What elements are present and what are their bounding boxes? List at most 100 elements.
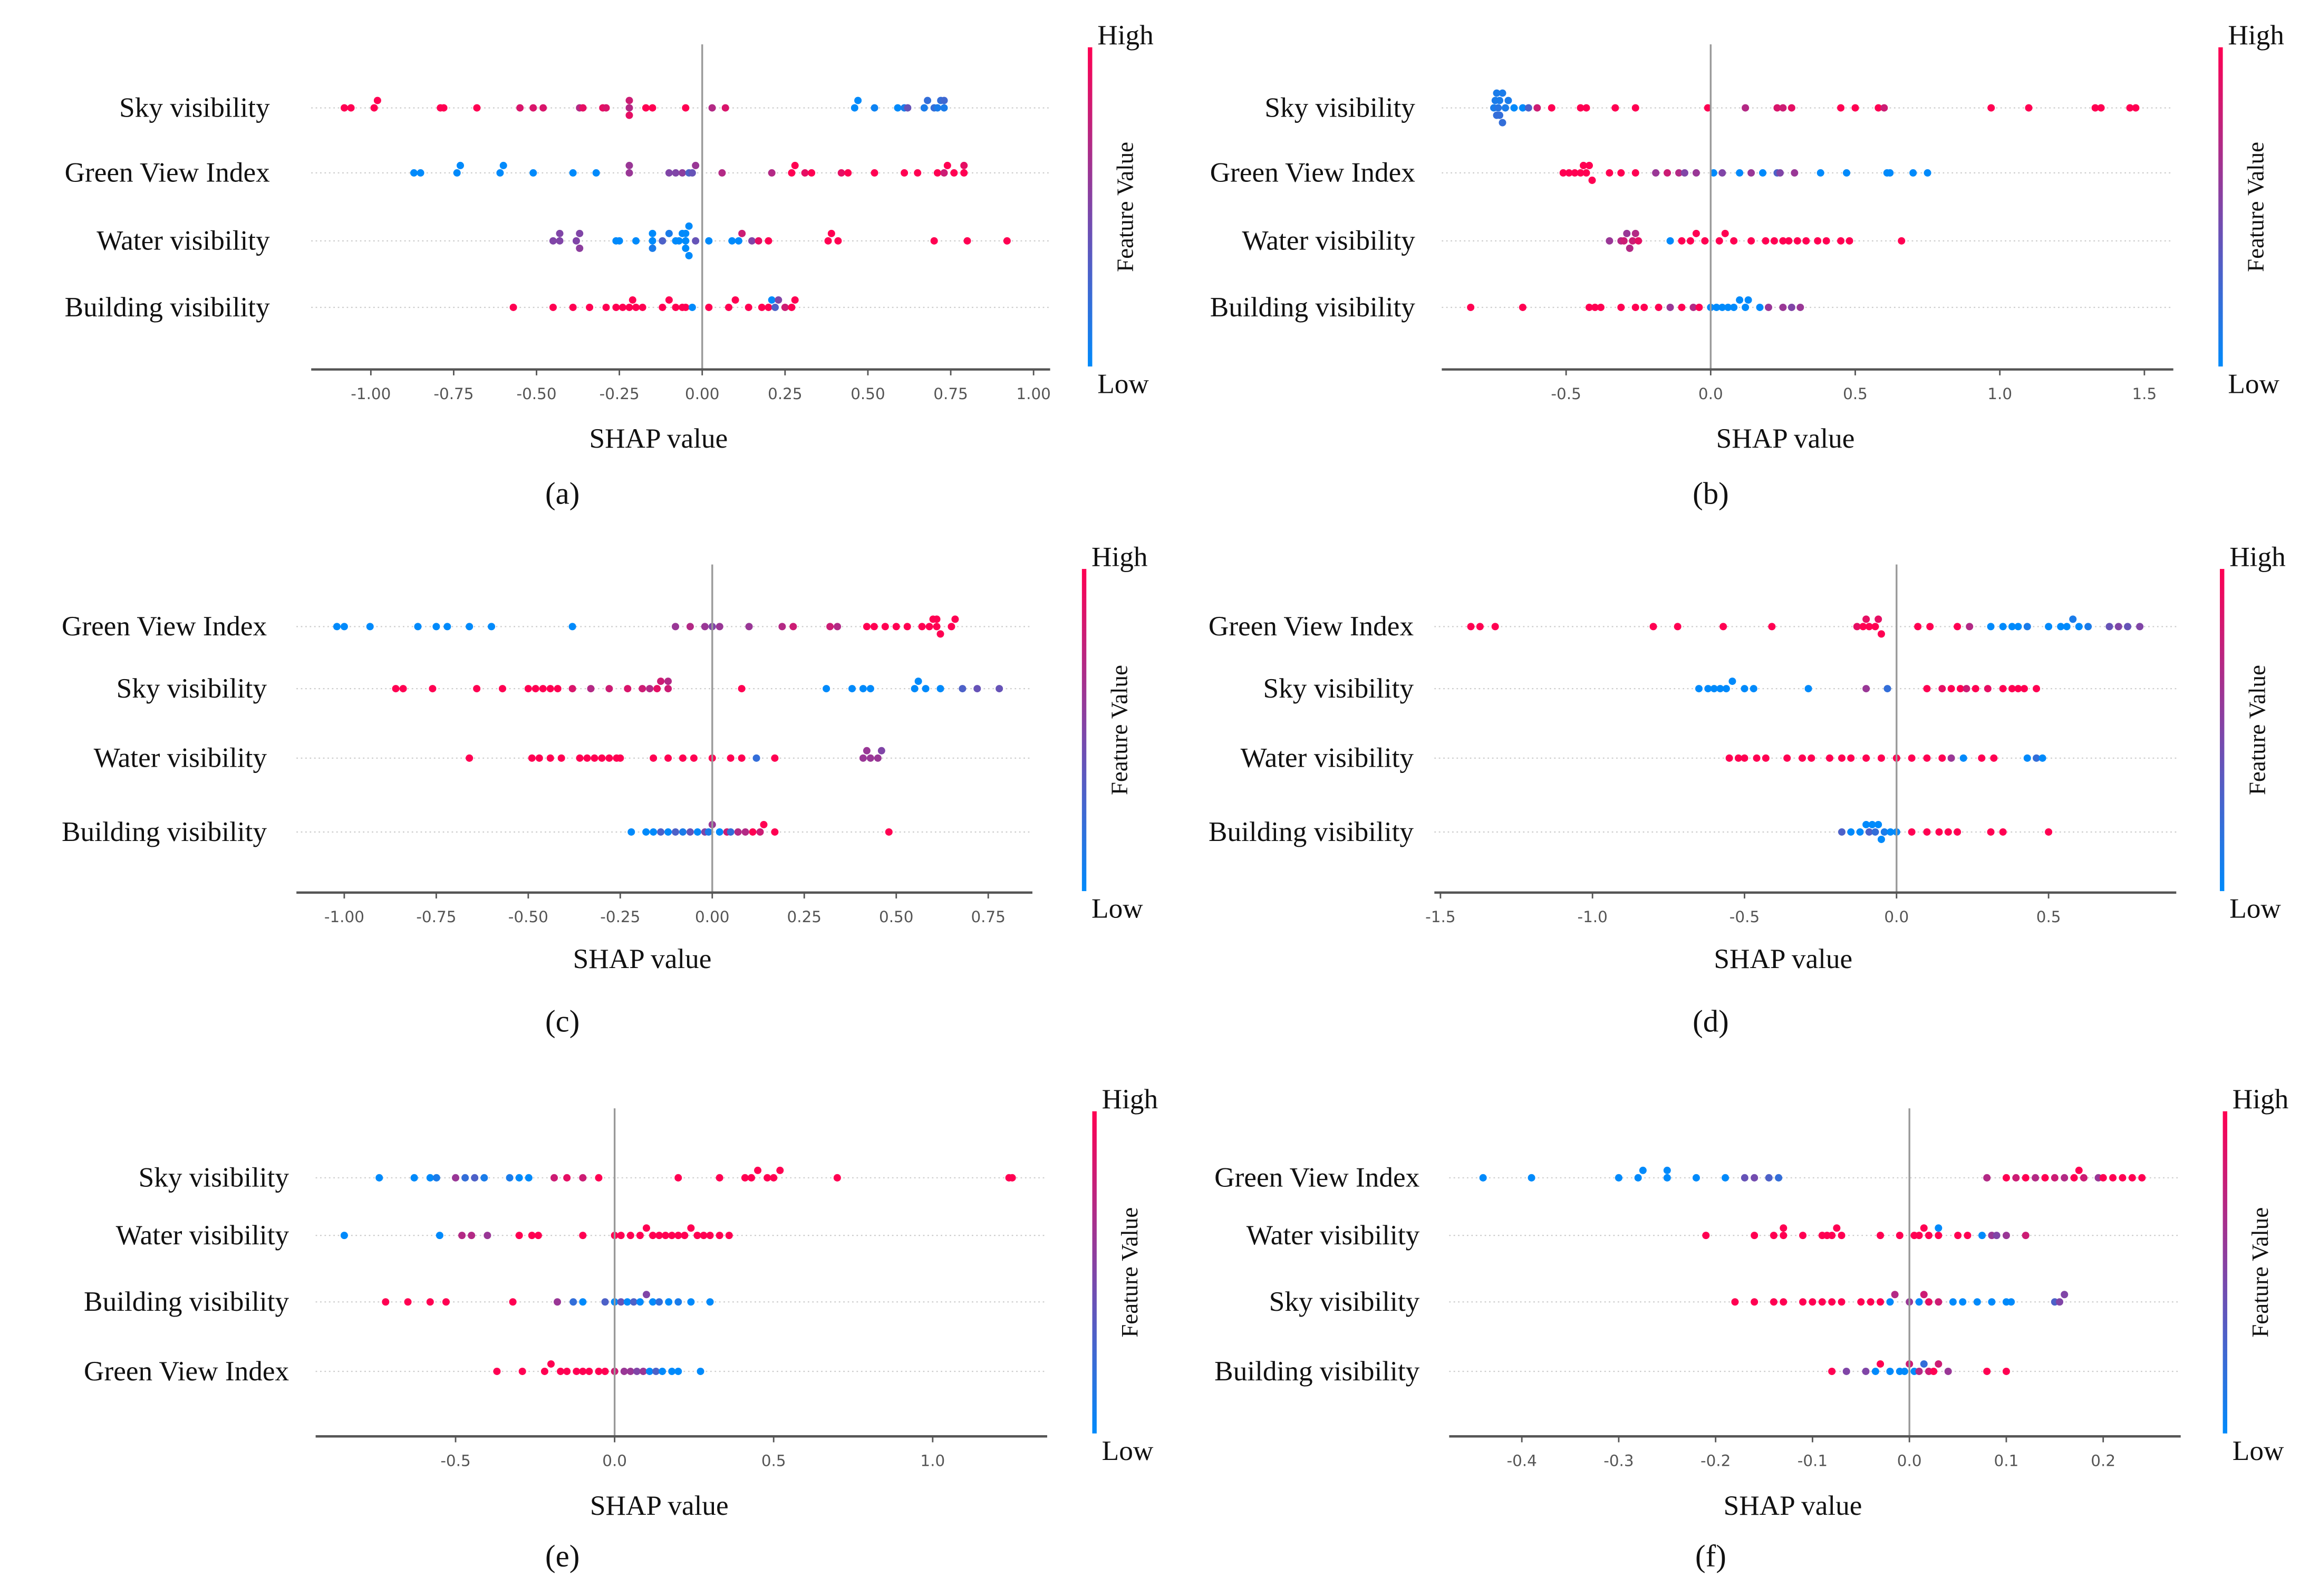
shap-point	[682, 104, 690, 112]
shap-point	[2002, 1232, 2010, 1240]
shap-point	[2138, 1174, 2146, 1182]
x-tick-label: 0.75	[933, 385, 968, 403]
shap-point	[471, 1174, 479, 1182]
shap-point	[1476, 623, 1484, 631]
colorbar-title: Feature Value	[1116, 1207, 1143, 1338]
shap-point	[426, 1174, 434, 1182]
shap-point	[1935, 828, 1943, 836]
shap-point	[1731, 1298, 1739, 1306]
feature-label: Green View Index	[65, 157, 270, 188]
x-tick-label: 0.0	[602, 1452, 627, 1469]
colorbar-high-label: High	[2233, 1084, 2289, 1115]
shap-point	[1973, 1298, 1981, 1306]
shap-point	[679, 828, 687, 836]
shap-point	[1987, 623, 1995, 631]
shap-point	[1785, 237, 1793, 245]
shap-point	[866, 754, 874, 762]
shap-point	[881, 623, 889, 631]
shap-point	[1730, 303, 1738, 311]
shap-point	[473, 104, 481, 112]
shap-point	[2114, 623, 2122, 631]
shap-point	[585, 1367, 593, 1375]
shap-point	[1780, 1224, 1787, 1232]
shap-point	[1898, 237, 1906, 245]
shap-point	[1715, 237, 1723, 245]
shap-point	[1588, 176, 1596, 184]
shap-point	[1741, 1174, 1748, 1182]
shap-point	[1775, 1174, 1783, 1182]
shap-point	[373, 96, 381, 104]
shap-point	[1909, 169, 1917, 177]
shap-point	[1751, 1298, 1758, 1306]
shap-point	[1623, 229, 1631, 237]
shap-point	[456, 161, 465, 169]
shap-point	[674, 1367, 682, 1375]
shap-point	[473, 685, 481, 693]
shap-point	[649, 104, 656, 112]
shap-point	[1959, 754, 1967, 762]
shap-point	[664, 828, 672, 836]
shap-point	[1695, 303, 1703, 311]
shap-point	[1883, 685, 1891, 693]
shap-point	[529, 169, 537, 177]
shap-point	[933, 169, 941, 177]
shap-point	[525, 1174, 533, 1182]
shap-point	[569, 1298, 577, 1306]
shap-point	[1467, 303, 1475, 311]
shap-point	[771, 754, 779, 762]
shap-point	[1923, 685, 1931, 693]
shap-point	[429, 685, 437, 693]
shap-point	[1718, 303, 1726, 311]
shap-point	[950, 169, 958, 177]
shap-point	[624, 685, 632, 693]
x-tick-label: 1.0	[1987, 385, 2012, 403]
shap-point	[1510, 104, 1518, 112]
colorbar-title: Feature Value	[1112, 142, 1138, 272]
shap-point	[749, 828, 757, 836]
shap-point	[2038, 754, 2046, 762]
shap-point	[579, 1298, 587, 1306]
shap-point	[625, 303, 633, 311]
shap-point	[1617, 303, 1625, 311]
shap-point	[708, 104, 716, 112]
shap-point	[1695, 685, 1703, 693]
shap-point	[1704, 685, 1712, 693]
panel-label: (a)	[545, 477, 579, 511]
shap-point	[488, 623, 496, 631]
shap-point	[617, 1298, 625, 1306]
shap-point	[1615, 1174, 1622, 1182]
shap-point	[760, 820, 768, 828]
shap-point	[1571, 169, 1579, 177]
shap-point	[1741, 754, 1748, 762]
shap-point	[1585, 303, 1593, 311]
shap-point	[1533, 104, 1541, 112]
shap-point	[1528, 1174, 1535, 1182]
shap-point	[1722, 1174, 1729, 1182]
shap-point	[1920, 1360, 1928, 1368]
shap-point	[2033, 754, 2041, 762]
shap-point	[716, 623, 723, 631]
shap-point	[1577, 104, 1584, 112]
shap-point	[1924, 169, 1931, 177]
shap-point	[1999, 685, 2007, 693]
shap-point	[933, 623, 941, 631]
x-tick-label: -1.5	[1425, 908, 1455, 926]
shap-point	[1750, 685, 1757, 693]
shap-point	[1736, 169, 1744, 177]
feature-label: Sky visibility	[1263, 673, 1414, 704]
shap-point	[1838, 1232, 1845, 1240]
shap-point	[576, 754, 584, 762]
shap-point	[347, 104, 355, 112]
shap-point	[1631, 169, 1639, 177]
shap-point	[528, 1232, 536, 1240]
shap-point	[636, 1298, 644, 1306]
shap-point	[705, 237, 713, 245]
shap-point	[1874, 820, 1882, 828]
colorbar-high-label: High	[1091, 541, 1148, 572]
shap-point	[789, 623, 797, 631]
shap-point	[432, 1174, 440, 1182]
shap-point	[1765, 1174, 1773, 1182]
shap-point	[826, 623, 834, 631]
shap-point	[936, 630, 944, 638]
shap-point	[1678, 303, 1686, 311]
